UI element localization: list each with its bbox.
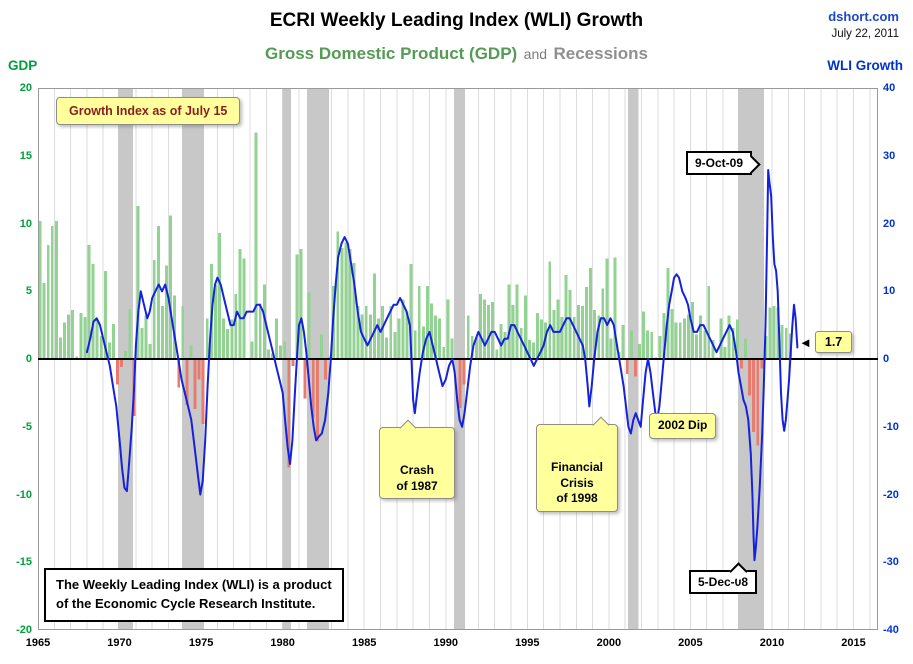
left-axis-tick-label: -5 [22,420,32,433]
latest-value-marker: ◄ 1.7 [799,331,853,353]
x-axis-tick-label: 2005 [678,637,703,649]
crash-1987-text: Crash of 1987 [396,463,438,493]
subtitle-and: and [523,46,548,62]
subtitle: Gross Domestic Product (GDP) and Recessi… [0,44,913,64]
x-axis-tick-label: 1975 [188,637,214,649]
left-axis-tick-label: -15 [16,556,32,569]
crash-1987-note: Crash of 1987 [379,419,455,500]
source-label: dshort.com [828,9,899,24]
left-axis-tick-label: 5 [25,285,32,298]
wli-line [85,169,799,562]
right-axis-tick-label: 40 [883,82,896,94]
right-axis-title: WLI Growth [827,58,903,73]
left-axis-title: GDP [8,58,38,73]
gdp-bars [38,132,792,468]
peak-date-text: 9-Oct-09 [695,156,744,170]
right-axis-tick-label: 30 [883,149,896,162]
peak-date-callout: 9-Oct-09 [686,151,761,176]
x-axis-tick-label: 1965 [25,637,51,649]
x-axis-tick-label: 2010 [759,637,785,649]
date-label: July 22, 2011 [831,28,899,40]
left-axis-tick-label: 20 [19,82,32,94]
x-axis-tick-label: 2015 [841,637,866,649]
page-title: ECRI Weekly Leading Index (WLI) Growth [269,10,644,31]
x-axis-tick-label: 1995 [515,637,540,649]
financial-crisis-1998-text: Financial Crisis of 1998 [550,460,603,506]
chart-canvas [38,88,878,630]
right-axis-tick-label: 20 [883,217,896,230]
right-axis-tick-label: -30 [883,556,899,569]
x-axis-tick-label: 1980 [270,637,295,649]
right-axis-tick-label: -20 [883,488,899,501]
x-axis-tick-label: 1990 [433,637,458,649]
right-axis-tick-label: -40 [883,624,899,636]
growth-index-note: Growth Index as of July 15 [56,97,241,126]
x-axis-tick-label: 1985 [351,637,377,649]
financial-crisis-1998-note: Financial Crisis of 1998 [536,416,618,512]
subtitle-gdp: Gross Domestic Product (GDP) [265,44,518,63]
x-axis-tick-label: 1970 [107,637,132,649]
subtitle-recessions: Recessions [553,44,648,63]
right-axis-tick-label: 10 [883,285,896,298]
left-axis-tick-label: -10 [16,488,32,501]
trough-date-callout: 5-Dec-08 [689,561,758,595]
latest-value-badge: 1.7 [814,331,853,353]
dip-2002-note: 2002 Dip [649,413,717,439]
right-axis-tick-label: -10 [883,420,899,433]
plot-area [38,88,878,630]
x-axis-tick-label: 2000 [596,637,622,649]
left-axis-tick-label: 0 [25,353,32,365]
left-axis-tick-label: -20 [16,624,32,636]
left-axis-tick-label: 10 [19,217,32,230]
left-arrow-icon: ◄ [799,334,812,350]
footnote-box: The Weekly Leading Index (WLI) is a prod… [44,568,344,622]
right-axis-tick-label: 0 [883,353,890,365]
left-axis-tick-label: 15 [19,149,32,162]
